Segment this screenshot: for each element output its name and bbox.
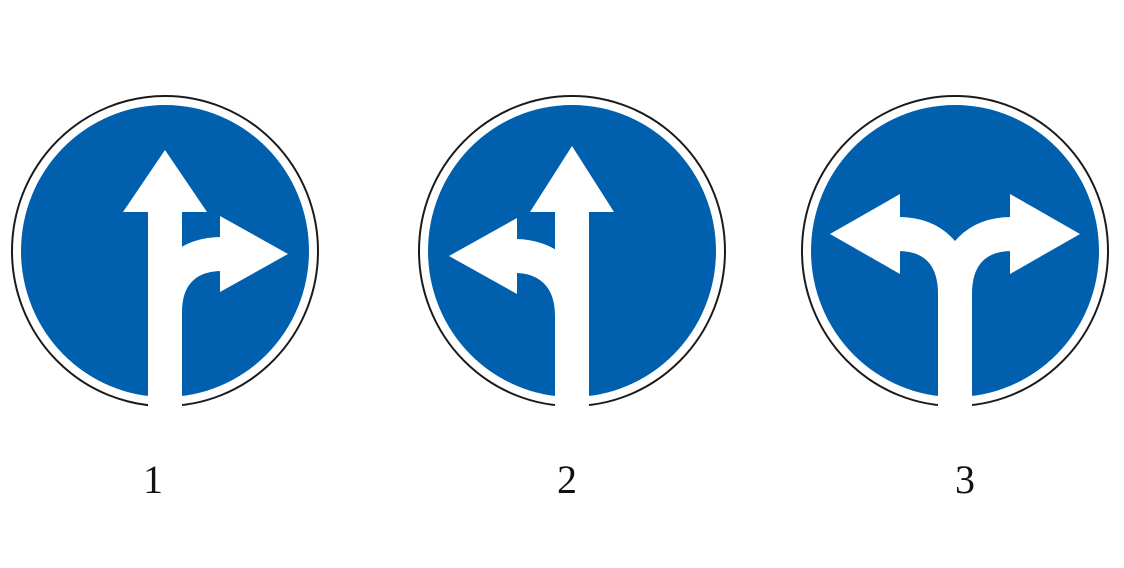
- sign-number-2: 2: [557, 457, 577, 502]
- sign-number-3: 3: [955, 457, 975, 502]
- straight-or-right-arrow-icon: [11, 95, 319, 408]
- sign-left-or-right: [800, 94, 1110, 408]
- left-or-right-arrow-icon: [801, 95, 1109, 408]
- sign-number-1: 1: [143, 457, 163, 502]
- straight-or-left-arrow-icon: [418, 95, 726, 408]
- sign-straight-or-left: [417, 94, 727, 408]
- sign-straight-or-right: [10, 94, 320, 408]
